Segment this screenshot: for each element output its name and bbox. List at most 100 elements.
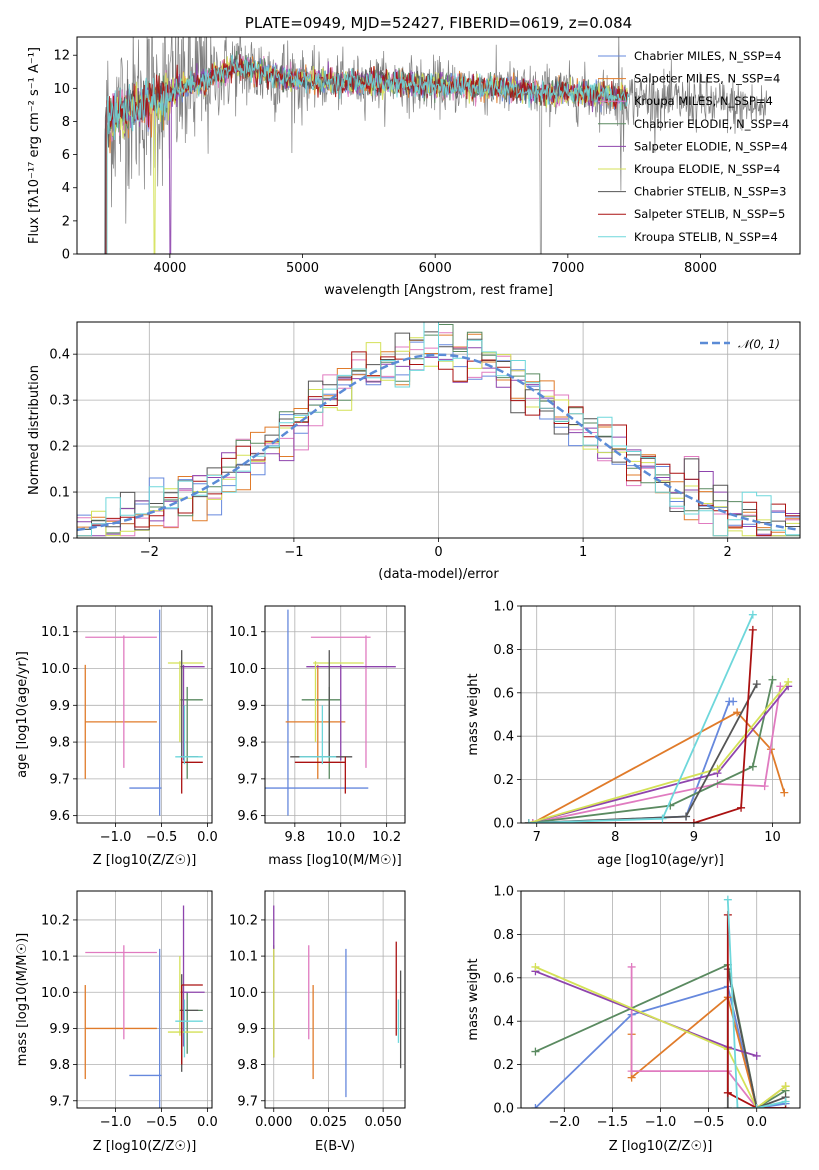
axes-frame bbox=[520, 890, 801, 1109]
mass-weight-marker bbox=[531, 962, 540, 971]
mass-weight-line bbox=[532, 686, 782, 823]
mass-weight-marker bbox=[752, 1104, 761, 1108]
x-tick-label: 9 bbox=[690, 830, 698, 845]
x-tick-label: 8 bbox=[611, 830, 619, 845]
x-axis-label: E(B-V) bbox=[315, 1139, 355, 1154]
y-tick-label: 10 bbox=[53, 82, 70, 97]
y-tick-label: 0.0 bbox=[49, 532, 70, 547]
x-tick-label: 10.0 bbox=[326, 830, 355, 845]
y-tick-label: 10.1 bbox=[41, 950, 70, 965]
spectrum-legend: Chabrier MILES, N_SSP=4 Salpeter MILES, N… bbox=[598, 49, 789, 244]
mass-weight-line bbox=[726, 914, 786, 1108]
x-tick-label: 9.8 bbox=[284, 830, 305, 845]
y-axis-label: mass weight bbox=[466, 958, 481, 1040]
y-tick-label: 10.1 bbox=[229, 625, 258, 640]
histogram-step-line bbox=[77, 322, 800, 537]
x-tick-label: −2.0 bbox=[549, 1115, 581, 1130]
y-tick-label: 0.4 bbox=[49, 348, 70, 363]
mass-weight-marker bbox=[748, 762, 757, 771]
x-tick-label: 10.2 bbox=[372, 830, 401, 845]
x-tick-label: 2 bbox=[724, 545, 732, 560]
spectrum-panel: 4000 5000 6000 7000 8000 0 2 4 6 8 10 12 PLATE=0949,… bbox=[27, 14, 801, 298]
x-tick-label: 10 bbox=[764, 830, 781, 845]
mass-weight-marker bbox=[627, 962, 636, 971]
y-tick-label: 9.8 bbox=[49, 736, 70, 751]
axes-frame bbox=[520, 605, 801, 824]
y-tick-label: 9.9 bbox=[49, 699, 70, 714]
mass-weight-marker bbox=[531, 1047, 540, 1056]
y-tick-label: 10.2 bbox=[41, 913, 70, 928]
y-tick-label: 6 bbox=[62, 148, 70, 163]
mass-weight-vs-metallicity-panel: −2.0 −1.5 −1.0 −0.5 0.0 0.0 0.2 0.4 0.6 0.8 1.0 Z [… bbox=[466, 885, 801, 1154]
x-tick-label: 7000 bbox=[551, 261, 584, 276]
y-tick-label: 10.0 bbox=[41, 662, 70, 677]
y-tick-label: 0.0 bbox=[493, 817, 514, 832]
axes-frame bbox=[76, 36, 801, 255]
mass-weight-marker bbox=[713, 764, 722, 773]
axes-frame bbox=[76, 605, 213, 824]
legend-label: Salpeter ELODIE, N_SSP=4 bbox=[634, 139, 788, 153]
y-tick-label: 9.9 bbox=[49, 1022, 70, 1037]
x-tick-label: −0.5 bbox=[693, 1115, 725, 1130]
x-axis-label: Z [log10(Z/Z☉)] bbox=[93, 1139, 197, 1154]
mass-weight-line bbox=[528, 679, 774, 823]
mass-weight-series bbox=[531, 895, 790, 1108]
histogram-series bbox=[77, 322, 800, 537]
mass-weight-marker bbox=[723, 1104, 732, 1108]
mass-weight-marker bbox=[780, 788, 789, 797]
y-tick-label: 0.2 bbox=[493, 1058, 514, 1073]
y-tick-label: 0.4 bbox=[493, 730, 514, 745]
y-tick-label: 9.7 bbox=[49, 1094, 70, 1109]
x-tick-label: 0.050 bbox=[365, 1115, 402, 1130]
y-axis-label: mass weight bbox=[466, 673, 481, 755]
mass-vs-metallicity-panel: −1.0 −0.5 0.0 9.7 9.8 9.9 10.0 10.1 10.2 Z [log10… bbox=[15, 890, 218, 1154]
x-tick-label: 6000 bbox=[419, 261, 452, 276]
y-axis-label: Flux [fλ10⁻¹⁷ erg cm⁻² s⁻¹ A⁻¹] bbox=[27, 47, 42, 244]
y-tick-label: 10.0 bbox=[229, 986, 258, 1001]
y-tick-label: 9.8 bbox=[237, 1058, 258, 1073]
legend-label: Kroupa MILES, N_SSP=4 bbox=[634, 94, 773, 108]
y-tick-label: 9.9 bbox=[237, 1022, 258, 1037]
y-tick-label: 9.7 bbox=[237, 772, 258, 787]
y-tick-label: 9.6 bbox=[237, 809, 258, 824]
legend-label: Chabrier MILES, N_SSP=4 bbox=[634, 49, 781, 63]
mass-weight-marker bbox=[658, 814, 667, 823]
y-tick-label: 10.0 bbox=[41, 986, 70, 1001]
y-tick-label: 0.1 bbox=[49, 486, 70, 501]
y-tick-label: 9.8 bbox=[49, 1058, 70, 1073]
age-vs-metallicity-panel: −1.0 −0.5 0.0 9.6 9.7 9.8 9.9 10.0 10.1 Z [log10(… bbox=[15, 605, 218, 868]
mass-weight-marker bbox=[776, 682, 785, 691]
mass-weight-marker bbox=[689, 819, 698, 823]
legend-label: Salpeter MILES, N_SSP=4 bbox=[634, 72, 780, 86]
age-vs-mass-panel: 9.8 10.0 10.2 9.6 9.7 9.8 9.9 10.0 10.1 mass [log… bbox=[229, 605, 406, 868]
x-tick-label: −0.5 bbox=[146, 1115, 178, 1130]
x-tick-label: 8000 bbox=[684, 261, 717, 276]
y-tick-label: 0.8 bbox=[493, 928, 514, 943]
mass-weight-marker bbox=[682, 812, 691, 821]
errorbar-series bbox=[265, 609, 396, 816]
y-axis-label: age [log10(age/yr)] bbox=[15, 651, 30, 778]
y-tick-label: 10.0 bbox=[229, 662, 258, 677]
y-tick-label: 0.3 bbox=[49, 394, 70, 409]
normal-reference-curve bbox=[77, 353, 800, 532]
x-axis-label: age [log10(age/yr)] bbox=[597, 853, 724, 868]
y-tick-label: 0.2 bbox=[493, 773, 514, 788]
mass-weight-marker bbox=[524, 819, 533, 823]
y-tick-label: 9.8 bbox=[237, 736, 258, 751]
mass-weight-line bbox=[528, 681, 789, 823]
mass-weight-marker bbox=[781, 1097, 790, 1106]
legend-label: Chabrier STELIB, N_SSP=3 bbox=[634, 185, 786, 199]
mass-weight-marker bbox=[768, 675, 777, 684]
mass-weight-line bbox=[528, 629, 754, 823]
x-tick-label: 0 bbox=[434, 545, 442, 560]
y-tick-label: 0.4 bbox=[493, 1015, 514, 1030]
mass-weight-line bbox=[726, 899, 786, 1108]
histogram-step-line bbox=[77, 322, 800, 537]
mass-weight-vs-age-panel: 7 8 9 10 0.0 0.2 0.4 0.6 0.8 1.0 age [log10(age/yr… bbox=[466, 600, 801, 868]
mass-vs-ebv-panel: 0.000 0.025 0.050 9.7 9.8 9.9 10.0 10.1 10.2 E(B-… bbox=[229, 890, 406, 1154]
y-tick-label: 0.0 bbox=[493, 1102, 514, 1117]
y-tick-label: 0.6 bbox=[493, 686, 514, 701]
model-spectrum-line bbox=[106, 54, 630, 254]
errorbar-series bbox=[273, 905, 402, 1098]
